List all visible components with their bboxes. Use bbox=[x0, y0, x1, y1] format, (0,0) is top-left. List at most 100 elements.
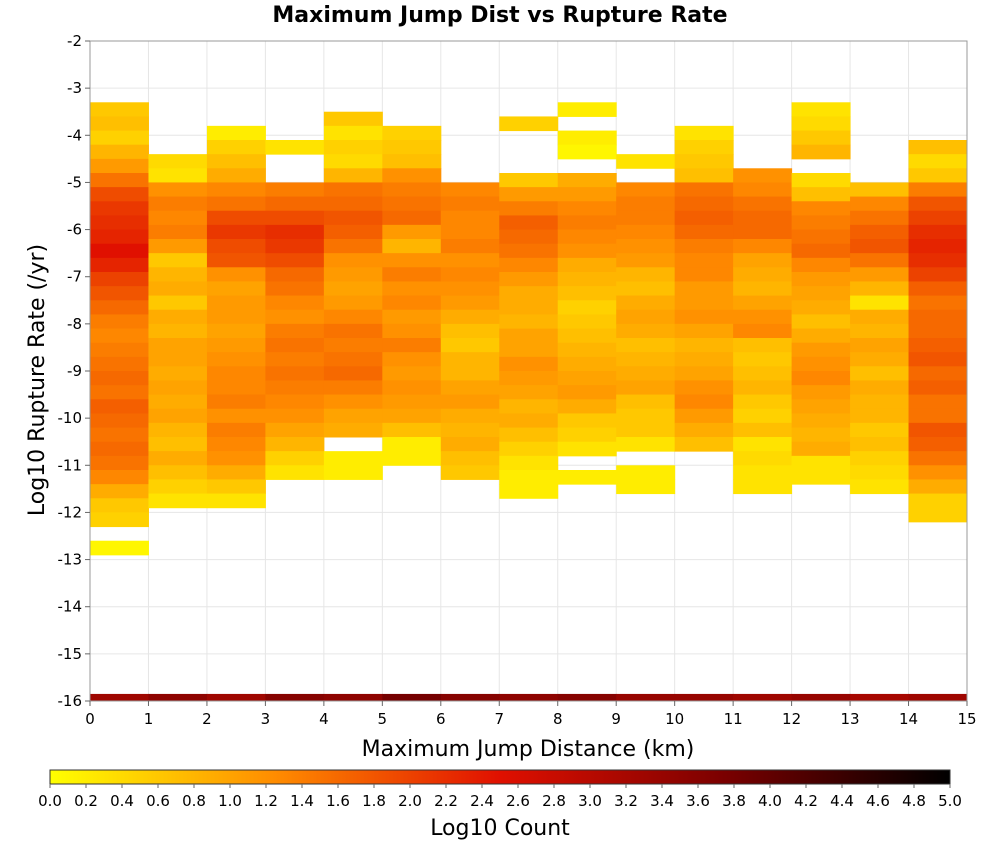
heatmap-cell bbox=[616, 196, 676, 212]
heatmap-cell bbox=[382, 295, 442, 311]
heatmap-cell bbox=[616, 693, 676, 701]
heatmap-cell bbox=[440, 253, 500, 268]
heatmap-cell bbox=[733, 295, 793, 311]
heatmap-cell bbox=[148, 394, 208, 410]
heatmap-cell bbox=[499, 427, 559, 443]
heatmap-cell bbox=[908, 140, 968, 155]
heatmap-cell bbox=[616, 182, 676, 198]
heatmap-cell bbox=[90, 286, 149, 301]
heatmap-cell bbox=[382, 408, 442, 424]
heatmap-cell bbox=[206, 182, 266, 198]
heatmap-cell bbox=[440, 394, 500, 410]
heatmap-cell bbox=[791, 173, 851, 188]
heatmap-cell bbox=[850, 196, 910, 212]
heatmap-cell bbox=[499, 385, 559, 400]
heatmap-cell bbox=[265, 224, 325, 240]
heatmap-cell bbox=[206, 693, 266, 701]
heatmap-cell bbox=[557, 173, 617, 188]
heatmap-cell bbox=[908, 154, 968, 169]
heatmap-cell bbox=[733, 196, 793, 212]
heatmap-cell bbox=[908, 380, 968, 396]
heatmap-cell bbox=[674, 267, 734, 282]
heatmap-cell bbox=[616, 210, 676, 226]
x-tick-label: 5 bbox=[378, 710, 388, 728]
heatmap-cell bbox=[90, 342, 149, 358]
heatmap-cell bbox=[90, 427, 149, 443]
heatmap-cell bbox=[323, 253, 383, 268]
colorbar-tick-label: 3.0 bbox=[578, 792, 602, 810]
heatmap-cell bbox=[323, 140, 383, 155]
heatmap-cell bbox=[791, 187, 851, 202]
heatmap-cell bbox=[90, 356, 149, 372]
heatmap-cell bbox=[323, 281, 383, 297]
heatmap-cell bbox=[557, 215, 617, 231]
heatmap-cell bbox=[791, 243, 851, 259]
heatmap-cell bbox=[148, 154, 208, 169]
heatmap-cell bbox=[908, 281, 968, 297]
heatmap-cell bbox=[557, 272, 617, 287]
heatmap-cell bbox=[90, 441, 149, 457]
heatmap-cell bbox=[323, 693, 383, 701]
heatmap-cell bbox=[90, 144, 149, 160]
heatmap-cell bbox=[850, 352, 910, 367]
heatmap-cell bbox=[499, 314, 559, 330]
colorbar-tick-label: 0.0 bbox=[38, 792, 62, 810]
heatmap-cell bbox=[90, 371, 149, 386]
colorbar-tick-label: 1.0 bbox=[218, 792, 242, 810]
colorbar-tick-label: 3.8 bbox=[722, 792, 746, 810]
heatmap-cell bbox=[791, 130, 851, 146]
heatmap-cell bbox=[382, 182, 442, 198]
colorbar-tick-label: 5.0 bbox=[938, 792, 962, 810]
heatmap-cell bbox=[733, 309, 793, 325]
heatmap-cell bbox=[148, 295, 208, 311]
colorbar-tick-label: 0.6 bbox=[146, 792, 170, 810]
heatmap-cell bbox=[206, 408, 266, 424]
heatmap-cell bbox=[206, 168, 266, 183]
heatmap-cell bbox=[90, 229, 149, 245]
heatmap-cell bbox=[148, 366, 208, 381]
heatmap-cell bbox=[616, 295, 676, 311]
heatmap-cell bbox=[557, 300, 617, 315]
heatmap-cell bbox=[265, 366, 325, 381]
heatmap-cell bbox=[616, 408, 676, 424]
heatmap-cell bbox=[733, 224, 793, 240]
heatmap-cell bbox=[557, 385, 617, 400]
heatmap-cell bbox=[674, 154, 734, 169]
heatmap-cell bbox=[908, 224, 968, 240]
heatmap-cell bbox=[148, 253, 208, 268]
heatmap-cell bbox=[850, 338, 910, 353]
heatmap-cell bbox=[323, 196, 383, 212]
heatmap-cell bbox=[850, 210, 910, 226]
heatmap-cell bbox=[148, 182, 208, 198]
heatmap-cell bbox=[499, 356, 559, 372]
heatmap-cell bbox=[616, 253, 676, 268]
heatmap-cell bbox=[382, 352, 442, 367]
heatmap-cell bbox=[323, 408, 383, 424]
heatmap-cell bbox=[382, 309, 442, 325]
y-tick-label: -6 bbox=[67, 221, 82, 239]
heatmap-cell bbox=[206, 239, 266, 254]
heatmap-cell bbox=[499, 272, 559, 287]
x-tick-label: 3 bbox=[261, 710, 271, 728]
heatmap-cell bbox=[265, 239, 325, 254]
heatmap-cell bbox=[148, 479, 208, 495]
heatmap-cell bbox=[908, 493, 968, 509]
colorbar bbox=[49, 769, 951, 785]
heatmap-cell bbox=[440, 281, 500, 297]
x-tick-label: 0 bbox=[85, 710, 95, 728]
heatmap-cell bbox=[90, 413, 149, 429]
heatmap-cell bbox=[791, 272, 851, 287]
heatmap-cell bbox=[674, 140, 734, 155]
colorbar-tick-label: 3.4 bbox=[650, 792, 674, 810]
heatmap-cell bbox=[382, 394, 442, 410]
heatmap-cell bbox=[323, 352, 383, 367]
heatmap-cell bbox=[148, 422, 208, 438]
heatmap-cell bbox=[499, 470, 559, 485]
colorbar-tick-label: 0.8 bbox=[182, 792, 206, 810]
heatmap-cell bbox=[206, 267, 266, 282]
heatmap-cell bbox=[557, 187, 617, 202]
heatmap-cell bbox=[499, 215, 559, 231]
heatmap-cell bbox=[791, 102, 851, 117]
heatmap-cell bbox=[90, 540, 149, 556]
heatmap-cell bbox=[674, 281, 734, 297]
